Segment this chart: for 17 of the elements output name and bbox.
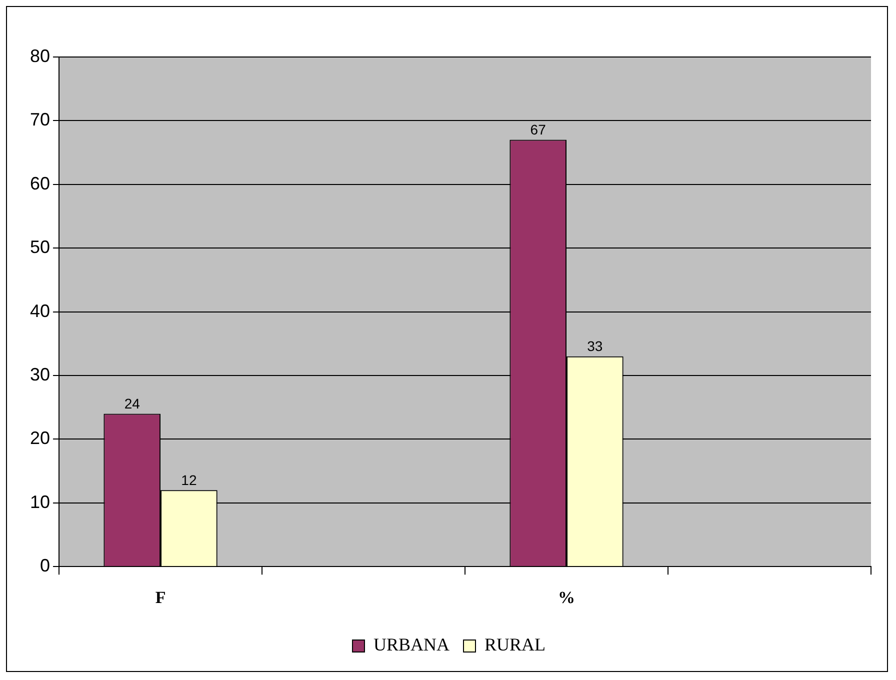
data-label: 33 — [587, 338, 603, 354]
x-tick-label: F — [155, 588, 166, 608]
y-tick-label: 80 — [30, 46, 50, 66]
data-label: 24 — [124, 396, 140, 412]
legend-label: RURAL — [484, 634, 546, 655]
y-tick-label: 60 — [30, 173, 50, 194]
legend-label: URBANA — [373, 634, 450, 655]
y-tick-label: 10 — [30, 492, 50, 512]
x-tick-label: % — [558, 588, 576, 608]
y-tick-label: 30 — [30, 364, 50, 384]
y-tick-label: 40 — [30, 300, 50, 321]
y-tick-label: 70 — [30, 110, 50, 130]
data-label: 12 — [181, 472, 197, 488]
data-label: 67 — [530, 122, 546, 138]
y-tick-label: 20 — [30, 428, 50, 448]
y-tick-label: 0 — [40, 556, 50, 576]
y-tick-label: 50 — [30, 237, 50, 258]
